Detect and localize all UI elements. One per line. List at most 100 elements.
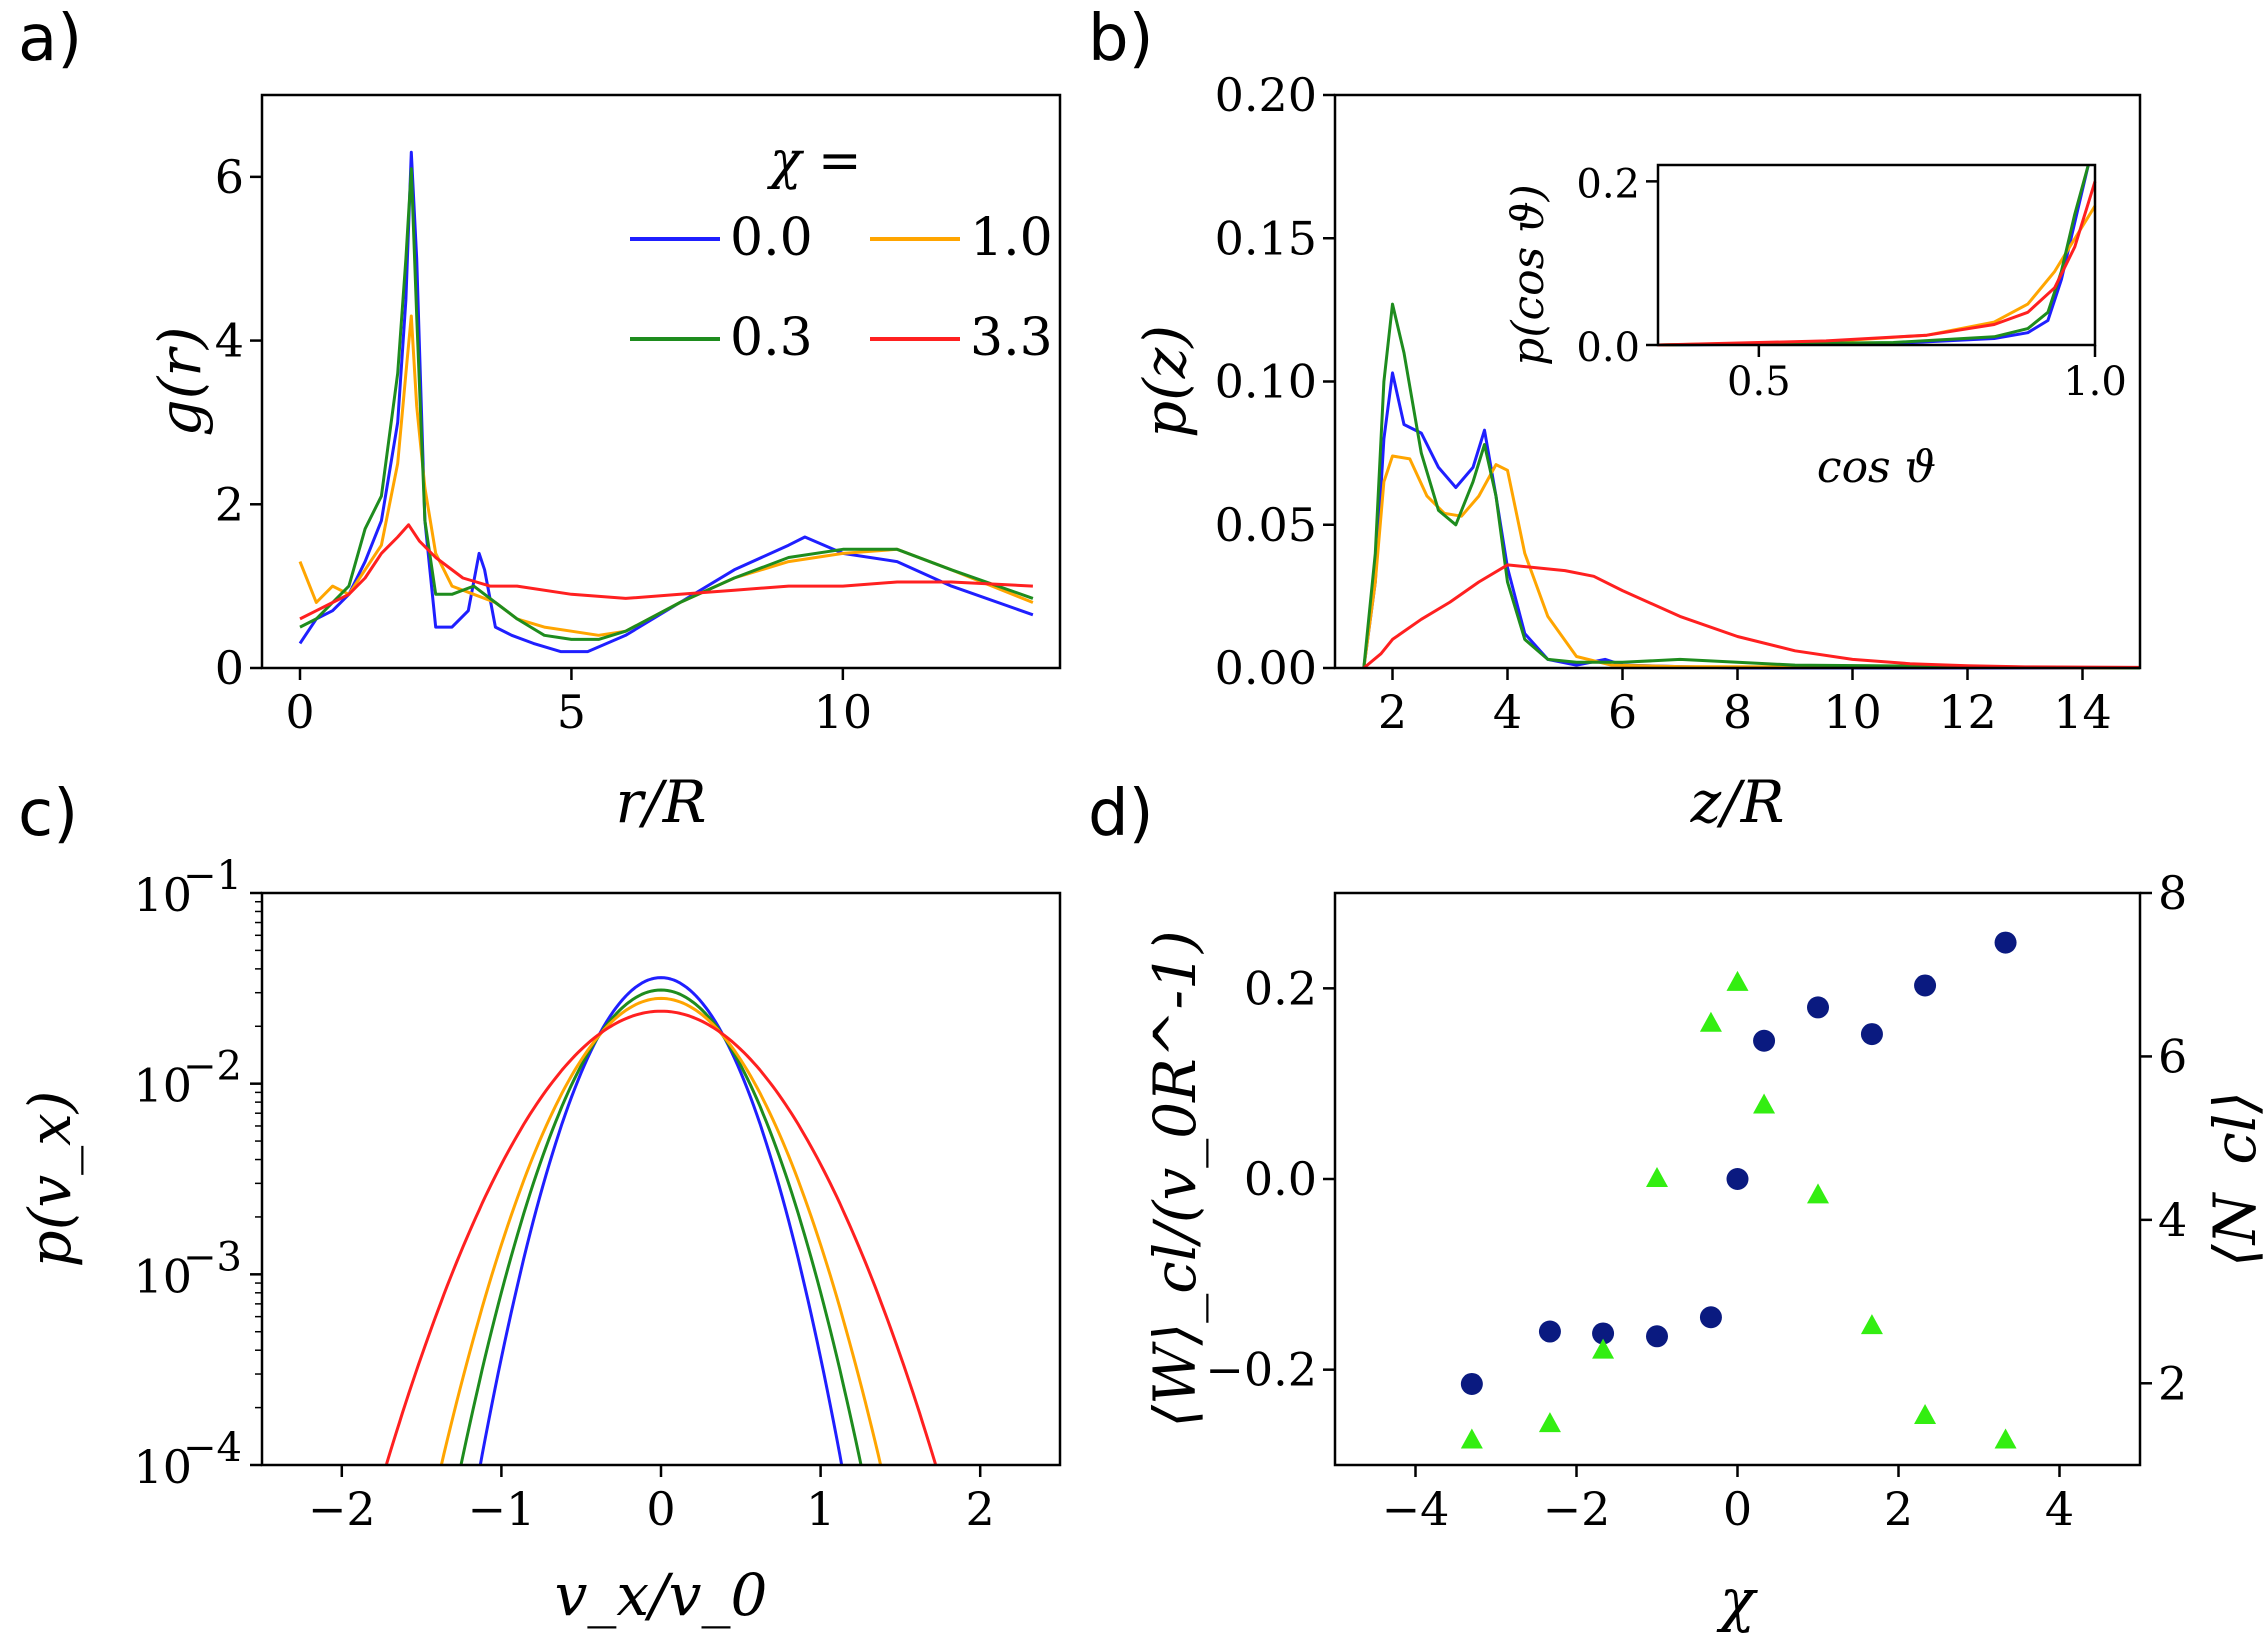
inset-xtick-label: 0.5 [1727, 359, 1791, 405]
n-cl-marker [1914, 1403, 1937, 1424]
panel-c-y-axis-label: p(v_x) [16, 1091, 84, 1268]
w-cl-marker [1753, 1029, 1776, 1052]
n-cl-marker [1860, 1314, 1883, 1335]
legend-label-chi-3.3: 3.3 [970, 308, 1053, 368]
w-cl-marker [1699, 1306, 1722, 1329]
inset-ytick-label: 0.0 [1576, 325, 1640, 371]
legend-label-chi-1.0: 1.0 [970, 208, 1053, 268]
inset-background [1658, 165, 2095, 345]
panel-b-ytick-label: 0.20 [1215, 68, 1317, 122]
inset-y-axis-label: p(cos ϑ) [1503, 184, 1554, 366]
panel-c-ytick-exponent: −3 [183, 1234, 242, 1280]
panel-d-y-axis-label: ⟨W⟩_cl/(v_0R^-1) [1141, 930, 1209, 1427]
panel-b-ytick-label: 0.15 [1215, 211, 1317, 265]
w-cl-marker [1914, 974, 1937, 997]
panel-b-xtick-label: 12 [1938, 685, 1997, 739]
n-cl-marker [1994, 1428, 2017, 1449]
inset-ytick-label: 0.2 [1576, 161, 1640, 207]
inset-x-axis-label: cos ϑ [1817, 442, 1936, 493]
velocity-series-line-chi-0.3 [459, 988, 863, 1465]
panel-b-xtick-label: 8 [1723, 685, 1752, 739]
panel-d-xtick-label: 4 [2045, 1482, 2074, 1536]
w-cl-marker [1860, 1023, 1883, 1046]
height-series-line-chi-0.0 [1362, 371, 2140, 670]
n-cl-marker [1460, 1428, 1483, 1449]
panel-label-b: b) [1088, 2, 1154, 76]
panel-label-a: a) [18, 2, 82, 76]
panel-a-ytick-label: 2 [215, 477, 244, 531]
panel-d-y2tick-label: 4 [2158, 1193, 2187, 1247]
panel-b-xtick-label: 10 [1823, 685, 1882, 739]
panel-b-xtick-label: 2 [1378, 685, 1407, 739]
panel-c-ytick-exponent: −1 [183, 853, 242, 899]
panel-d-xtick-label: −2 [1543, 1482, 1611, 1536]
panel-b-y-axis-label: p(z) [1131, 325, 1199, 438]
panel-b-ytick-label: 0.00 [1215, 641, 1317, 695]
panel-c-ytick-exponent: −2 [183, 1044, 242, 1090]
panel-b-xtick-label: 6 [1608, 685, 1637, 739]
panel-b-ytick-label: 0.10 [1215, 355, 1317, 409]
legend-label-chi-0.0: 0.0 [730, 208, 813, 268]
panel-c-ytick-exponent: −4 [183, 1425, 242, 1471]
panel-d-xtick-label: −4 [1382, 1482, 1450, 1536]
panel-a-xtick-label: 5 [557, 685, 586, 739]
panel-a-y-axis-label: g(r) [146, 326, 214, 436]
legend-title: χ = [766, 131, 862, 191]
panel-d-y2tick-label: 6 [2158, 1029, 2187, 1083]
panel-d-ytick-label: 0.2 [1244, 961, 1317, 1015]
panel-d-y2tick-label: 8 [2158, 866, 2187, 920]
w-cl-marker [1592, 1322, 1615, 1345]
height-series-line-chi-0.3 [1362, 302, 2141, 670]
panel-d-xtick-label: 2 [1884, 1482, 1913, 1536]
panel-c-ytick-label: 10 [133, 868, 192, 922]
panel-a-xtick-label: 10 [814, 685, 873, 739]
panel-b-x-axis-label: z/R [1690, 768, 1785, 836]
panel-c-xtick-label: 2 [966, 1482, 995, 1536]
rdf-series-line-chi-1.0 [298, 314, 1034, 637]
n-cl-marker [1538, 1412, 1561, 1433]
panel-b-inset-orientation-chart: 0.5 1.0 0.0 0.2 cos ϑ p(cos ϑ) [1503, 161, 2127, 493]
w-cl-marker [1538, 1320, 1561, 1343]
panel-d-y2-axis-label: ⟨N_cl⟩ [2201, 1091, 2264, 1267]
n-cl-marker [1807, 1183, 1829, 1204]
rdf-series-line-chi-3.3 [299, 523, 1033, 621]
panel-b-ytick-label: 0.05 [1215, 498, 1317, 552]
panel-b-height-distribution-chart: 2 4 6 8 10 12 14 0.00 0.05 0.10 0.15 0.20 z/R p(z) [1131, 68, 2142, 836]
panel-d-ytick-label: −0.2 [1205, 1343, 1317, 1397]
panel-d-y2tick-label: 2 [2158, 1356, 2187, 1410]
panel-d-cluster-scatter-chart: −4 −2 0 2 4 −0.2 0.0 0.2 2 4 6 8 χ ⟨W⟩_cl/(v_0R^-1) ⟨N… [1141, 866, 2264, 1634]
panel-a-rdf-chart: 0 5 10 0 2 4 6 r/R g(r) χ = 0.0 1.0 0.3 3.3 [146, 93, 1062, 836]
n-cl-marker [1592, 1338, 1615, 1359]
w-cl-marker [1726, 1168, 1749, 1190]
inset-series-line-chi-0.3 [1657, 164, 2090, 347]
panel-b-xtick-label: 4 [1493, 685, 1522, 739]
rdf-series-line-chi-0.0 [298, 150, 1034, 654]
panel-d-x-axis-label: χ [1716, 1566, 1758, 1634]
panel-d-ytick-label: 0.0 [1244, 1152, 1317, 1206]
panel-a-ytick-label: 4 [215, 314, 244, 368]
panel-c-ytick-label: 10 [133, 1059, 192, 1113]
velocity-series-line-chi-1.0 [439, 996, 883, 1465]
inset-xtick-label: 1.0 [2063, 359, 2127, 405]
panel-label-c: c) [18, 777, 78, 851]
panel-a-ytick-label: 6 [215, 150, 244, 204]
panel-d-xtick-label: 0 [1723, 1482, 1752, 1536]
panel-c-velocity-distribution-chart: −2 −1 0 1 210−410−310−210−1v_x/v_0p(v_x) [16, 853, 1062, 1629]
panel-c-x-axis-label: v_x/v_0 [555, 1561, 768, 1629]
n-cl-marker [1646, 1167, 1668, 1187]
n-cl-marker [1699, 1011, 1722, 1032]
inset-frame [1656, 163, 2097, 347]
panel-a-ytick-label: 0 [215, 641, 244, 695]
w-cl-marker [1994, 931, 2017, 954]
velocity-series-line-chi-0.0 [478, 976, 844, 1465]
w-cl-marker [1460, 1372, 1483, 1395]
height-series-line-chi-1.0 [1362, 454, 2141, 670]
legend-label-chi-0.3: 0.3 [730, 308, 813, 368]
panel-c-xtick-label: 1 [806, 1482, 835, 1536]
panel-c-xtick-label: −1 [467, 1482, 535, 1536]
panel-c-xtick-label: 0 [646, 1482, 675, 1536]
panel-c-xtick-label: −2 [308, 1482, 376, 1536]
rdf-series-line-chi-0.3 [299, 167, 1034, 641]
panel-label-d: d) [1088, 777, 1154, 851]
